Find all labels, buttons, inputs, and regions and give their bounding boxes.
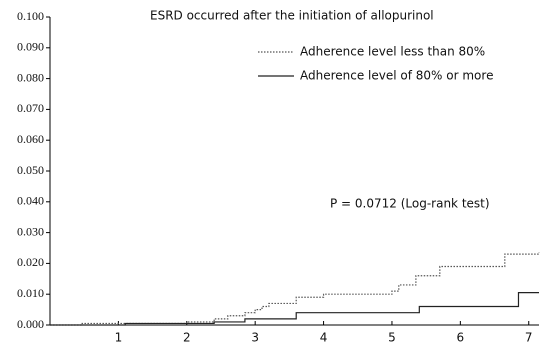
y-tick-label: 0.100: [17, 9, 44, 23]
chart-title: ESRD occurred after the initiation of al…: [150, 9, 434, 23]
step-line: [50, 292, 539, 326]
y-tick-label: 0.030: [17, 224, 44, 238]
y-tick-label: 0.090: [17, 40, 44, 54]
step-line: [50, 252, 540, 326]
x-tick-label: 5: [388, 331, 396, 345]
legend-label: Adherence level less than 80%: [300, 45, 485, 59]
x-tick-label: 7: [525, 331, 533, 345]
y-tick-label: 0.070: [17, 101, 44, 115]
x-tick-label: 4: [320, 331, 328, 345]
x-tick-label: 6: [457, 331, 465, 345]
y-tick-label: 0.000: [17, 317, 44, 331]
annotation: P = 0.0712 (Log-rank test): [330, 197, 490, 211]
y-tick-label: 0.060: [17, 132, 44, 146]
legend-label: Adherence level of 80% or more: [300, 69, 493, 83]
y-tick-label: 0.050: [17, 163, 44, 177]
x-tick-label: 3: [251, 331, 259, 345]
y-tick-label: 0.040: [17, 194, 44, 208]
y-tick-label: 0.080: [17, 70, 44, 84]
x-tick-label: 2: [183, 331, 191, 345]
x-tick-label: 1: [115, 331, 123, 345]
y-tick-label: 0.020: [17, 255, 44, 269]
y-tick-label: 0.010: [17, 286, 44, 300]
